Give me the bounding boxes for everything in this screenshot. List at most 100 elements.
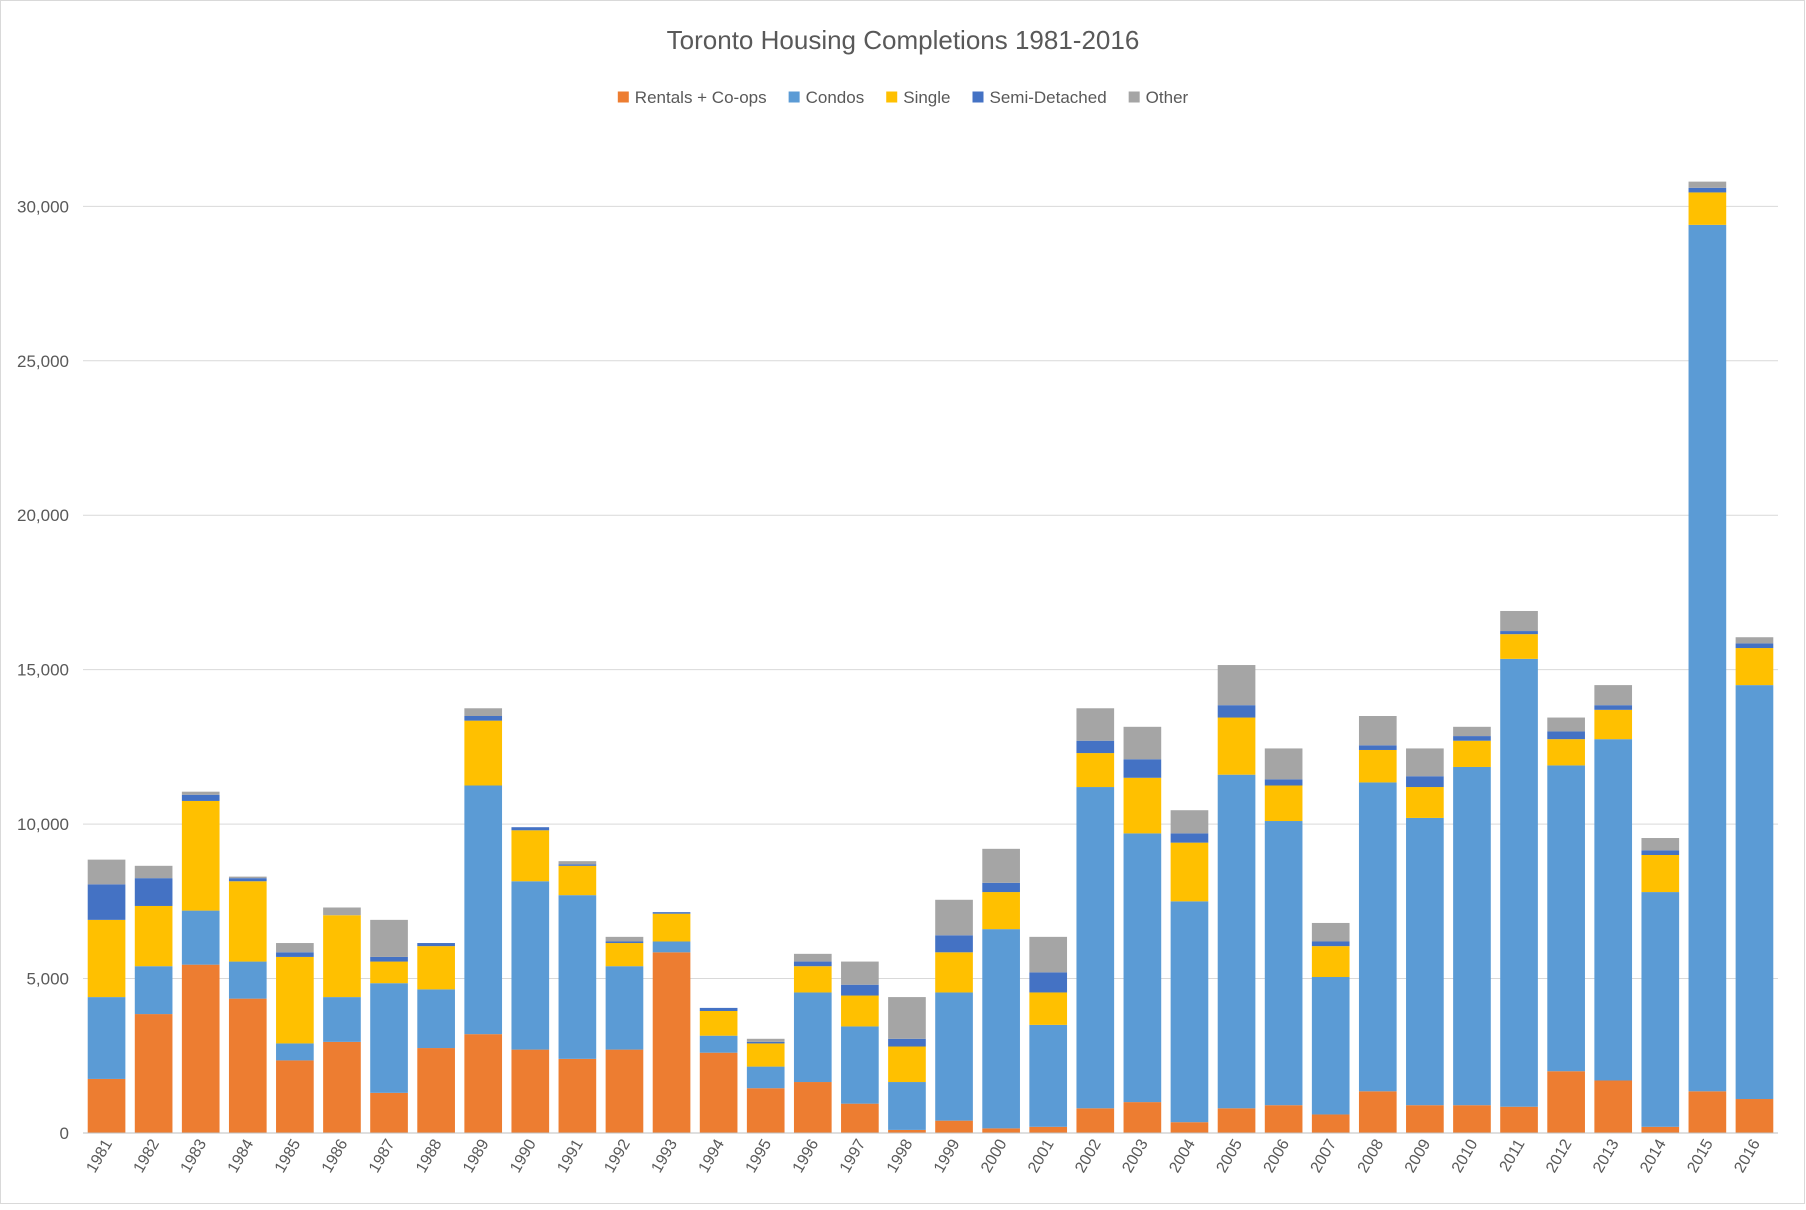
bar-segment-semi-detached-2014 [1641, 850, 1680, 855]
bar-segment-other-1987 [370, 919, 408, 957]
bar-segment-other-2015 [1688, 181, 1727, 188]
legend-swatch [886, 91, 898, 103]
bar-segment-rentals-co-ops-2007 [1311, 1114, 1350, 1133]
bar-segment-single-1997 [841, 995, 879, 1027]
bar-segment-semi-detached-1984 [228, 878, 267, 882]
bar-segment-rentals-co-ops-2004 [1170, 1122, 1209, 1133]
bar-segment-semi-detached-1996 [793, 961, 832, 967]
bar-segment-other-2005 [1217, 665, 1256, 706]
bar-segment-rentals-co-ops-1986 [323, 1041, 361, 1133]
bar-segment-condos-1986 [323, 997, 361, 1042]
bar-segment-semi-detached-2010 [1453, 736, 1491, 741]
bar-segment-semi-detached-2004 [1170, 833, 1209, 843]
bar-segment-condos-2007 [1311, 977, 1350, 1115]
bar-segment-semi-detached-2011 [1500, 631, 1538, 635]
bar-segment-other-2008 [1358, 716, 1397, 746]
bar-segment-other-1997 [841, 961, 879, 985]
bar-segment-rentals-co-ops-2003 [1123, 1102, 1162, 1133]
bar-segment-rentals-co-ops-2012 [1547, 1071, 1585, 1133]
bar-segment-rentals-co-ops-2000 [982, 1128, 1020, 1133]
bar-segment-semi-detached-1988 [417, 943, 455, 947]
bar-segment-condos-2009 [1406, 817, 1444, 1106]
legend-swatch [972, 91, 984, 103]
bar-segment-other-1981 [87, 859, 126, 885]
y-tick-label: 20,000 [17, 506, 69, 525]
gridlines [83, 205, 1778, 980]
bar-segment-condos-2003 [1123, 833, 1162, 1103]
bar-segment-single-1983 [181, 800, 220, 911]
bar-segment-rentals-co-ops-2011 [1500, 1106, 1538, 1133]
bar-segment-single-1995 [746, 1043, 785, 1067]
bar-segment-single-2009 [1406, 787, 1444, 818]
legend-swatch [1128, 91, 1140, 103]
bar-segment-condos-2005 [1217, 774, 1256, 1109]
y-tick-label: 5,000 [26, 970, 69, 989]
bar-segment-rentals-co-ops-1996 [793, 1082, 832, 1133]
bar-segment-other-2003 [1123, 726, 1162, 760]
bar-segment-condos-1990 [511, 881, 550, 1050]
bar-segment-other-2001 [1029, 936, 1068, 973]
bar-segment-other-2004 [1170, 810, 1209, 834]
bar-segment-condos-2011 [1500, 658, 1538, 1107]
bar-segment-single-2012 [1547, 739, 1585, 766]
bar-segment-rentals-co-ops-2014 [1641, 1126, 1680, 1133]
bar-segment-condos-1993 [652, 941, 691, 953]
bar-segment-other-2016 [1735, 637, 1774, 644]
bar-segment-rentals-co-ops-2015 [1688, 1091, 1727, 1133]
bar-segment-condos-1998 [888, 1082, 926, 1130]
bar-segment-condos-1989 [464, 785, 503, 1035]
bar-segment-rentals-co-ops-1983 [181, 964, 220, 1133]
bar-segment-other-1989 [464, 708, 503, 716]
bar-segment-condos-1994 [699, 1035, 738, 1053]
bar-segment-single-1985 [276, 956, 314, 1044]
bar-segment-condos-2013 [1594, 739, 1633, 1081]
legend-item: Other [1128, 88, 1189, 107]
bar-segment-semi-detached-1994 [699, 1007, 738, 1011]
bar-segment-condos-1987 [370, 983, 408, 1093]
bar-segment-semi-detached-1981 [87, 884, 126, 920]
bar-segment-semi-detached-2015 [1688, 187, 1727, 193]
bar-segment-single-1992 [605, 943, 644, 967]
bar-segment-single-1990 [511, 830, 550, 882]
bar-segment-single-2011 [1500, 634, 1538, 659]
bar-segment-condos-2008 [1358, 782, 1397, 1092]
legend-label: Semi-Detached [990, 88, 1107, 107]
bar-segment-rentals-co-ops-2001 [1029, 1126, 1068, 1133]
bar-segment-semi-detached-1993 [652, 912, 691, 914]
bar-segment-semi-detached-2006 [1264, 779, 1303, 786]
bar-segment-rentals-co-ops-1994 [699, 1052, 738, 1133]
bar-segment-rentals-co-ops-2008 [1358, 1091, 1397, 1133]
bar-segment-rentals-co-ops-1993 [652, 952, 691, 1133]
bar-segment-single-2006 [1264, 785, 1303, 822]
bar-segment-single-1984 [228, 881, 267, 962]
bar-segment-condos-2015 [1688, 224, 1727, 1092]
bar-segment-rentals-co-ops-1997 [841, 1103, 879, 1133]
bar-segment-other-1995 [746, 1038, 785, 1042]
legend-item: Single [886, 88, 951, 107]
bar-segment-single-2015 [1688, 192, 1727, 225]
bar-segment-condos-2012 [1547, 765, 1585, 1072]
bar-segment-semi-detached-2008 [1358, 745, 1397, 750]
bar-segment-other-2012 [1547, 717, 1585, 732]
bar-segment-semi-detached-2005 [1217, 705, 1256, 718]
bars [87, 181, 1774, 1133]
bar-segment-rentals-co-ops-2002 [1076, 1108, 1115, 1133]
bar-segment-semi-detached-2016 [1735, 643, 1774, 649]
bar-segment-other-1991 [558, 861, 597, 865]
bar-segment-rentals-co-ops-2013 [1594, 1080, 1633, 1133]
bar-segment-other-1999 [935, 899, 973, 936]
bar-segment-semi-detached-1990 [511, 827, 550, 831]
bar-segment-condos-2010 [1453, 766, 1491, 1106]
bar-segment-single-2002 [1076, 753, 1115, 788]
bar-segment-rentals-co-ops-1990 [511, 1049, 550, 1133]
bar-segment-semi-detached-2000 [982, 882, 1020, 893]
bar-segment-single-2000 [982, 892, 1020, 930]
bar-segment-rentals-co-ops-1991 [558, 1058, 597, 1133]
bar-segment-semi-detached-1989 [464, 716, 503, 721]
bar-segment-single-1991 [558, 865, 597, 896]
legend-item: Rentals + Co-ops [617, 88, 767, 107]
bar-segment-rentals-co-ops-2016 [1735, 1099, 1774, 1133]
bar-segment-single-2010 [1453, 740, 1491, 767]
legend-swatch [617, 91, 629, 103]
